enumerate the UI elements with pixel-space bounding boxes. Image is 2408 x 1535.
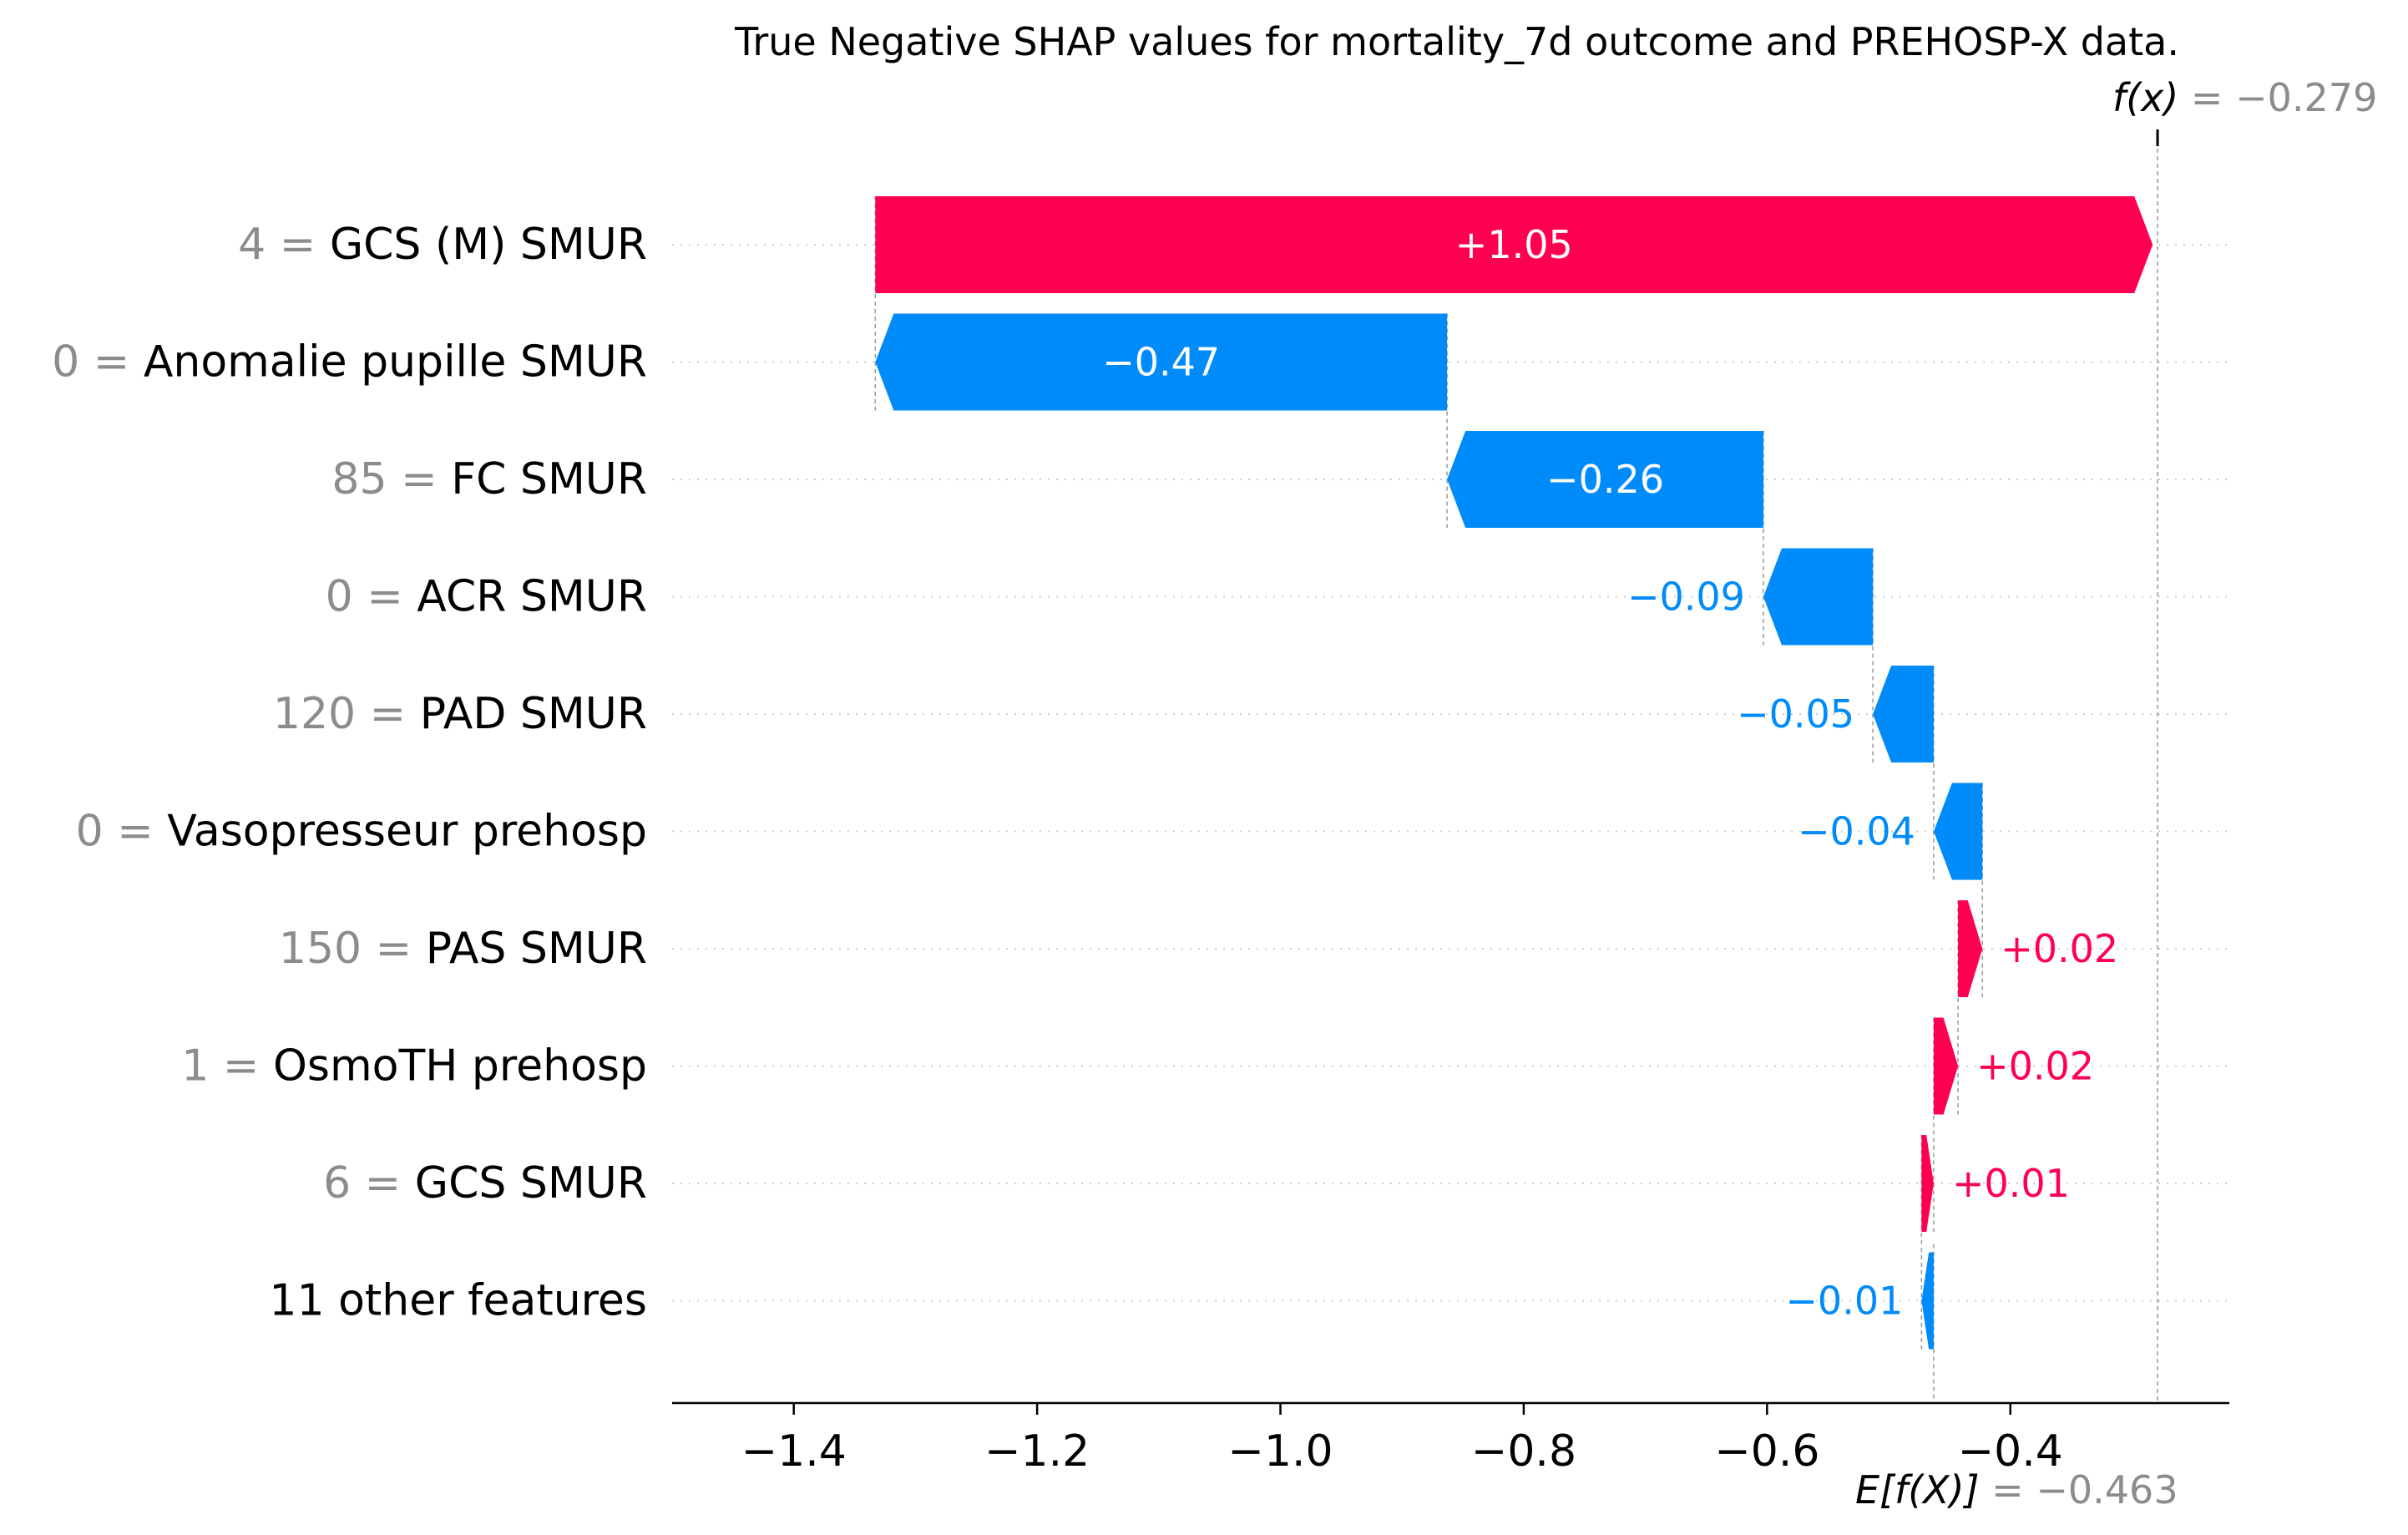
feature-name: GCS (M) SMUR (330, 220, 647, 270)
feature-name: 11 other features (269, 1276, 647, 1326)
feature-label: 11 other features (269, 1276, 647, 1326)
feature-label: 150 = PAS SMUR (279, 924, 647, 974)
bar-value-label: +0.01 (1952, 1161, 2070, 1206)
feature-value: 6 = (323, 1158, 415, 1208)
bar-negative (875, 313, 1448, 411)
bar-positive (875, 196, 2153, 293)
bar-value-label: −0.26 (1546, 457, 1664, 502)
base-value-label: E[f(X)] = −0.463 (1855, 1467, 2178, 1512)
x-axis: −1.4 −1.2 −1.0 −0.8 −0.6 −0.4 (672, 1401, 2229, 1477)
feature-name: OsmoTH prehosp (273, 1041, 647, 1092)
base-value-label-expr: E[f(X)] (1855, 1467, 1980, 1512)
base-value-label-value: = −0.463 (1980, 1467, 2178, 1512)
bar-positive (1933, 1017, 1959, 1115)
x-tick-label: −1.4 (741, 1426, 847, 1477)
bar-positive (1921, 1135, 1934, 1232)
bar-value-label: −0.05 (1737, 692, 1854, 737)
x-tick-label: −0.8 (1471, 1426, 1576, 1477)
feature-value: 150 = (279, 924, 426, 974)
feature-name: FC SMUR (451, 454, 647, 504)
feature-label: 6 = GCS SMUR (323, 1158, 647, 1208)
feature-value: 0 = (76, 807, 168, 857)
bars: +1.05 −0.47 −0.26 −0.09 −0.05 −0.04 +0.02 +0.02… (875, 196, 2153, 1350)
bar-value-label: +1.05 (1455, 222, 1573, 267)
feature-name: PAD SMUR (420, 689, 647, 739)
bar-negative (1447, 431, 1763, 528)
feature-name: Anomalie pupille SMUR (144, 337, 647, 388)
feature-label: 1 = OsmoTH prehosp (181, 1041, 647, 1092)
x-tick-label: −1.2 (984, 1426, 1090, 1477)
feature-labels: 4 = GCS (M) SMUR 0 = Anomalie pupille SMU… (52, 220, 647, 1326)
bar-value-label: +0.02 (2001, 926, 2118, 971)
feature-name: ACR SMUR (417, 572, 647, 622)
x-tick-label: −0.6 (1714, 1426, 1819, 1477)
feature-value: 1 = (181, 1041, 273, 1092)
feature-label: 120 = PAD SMUR (273, 689, 647, 739)
bar-value-label: −0.09 (1627, 575, 1745, 620)
bar-positive (1958, 900, 1983, 997)
chart-title: True Negative SHAP values for mortality_… (734, 19, 2179, 64)
feature-label: 0 = Vasopresseur prehosp (76, 807, 647, 857)
bar-negative (1921, 1252, 1934, 1350)
feature-label: 4 = GCS (M) SMUR (238, 220, 647, 270)
feature-name: GCS SMUR (415, 1158, 647, 1208)
feature-value: 4 = (238, 220, 330, 270)
feature-value: 85 = (331, 454, 451, 504)
x-tick-label: −0.4 (1958, 1426, 2063, 1477)
reference-labels: f(x) = −0.279 E[f(X)] = −0.463 (1855, 75, 2377, 1512)
bar-negative (1933, 783, 1983, 880)
bar-negative (1873, 666, 1934, 762)
feature-value: 0 = (52, 337, 144, 388)
feature-label: 0 = Anomalie pupille SMUR (52, 337, 647, 388)
feature-name: Vasopresseur prehosp (167, 807, 647, 857)
output-value-label-value: = −0.279 (2178, 75, 2377, 120)
bar-value-label: −0.01 (1785, 1279, 1903, 1324)
feature-value: 120 = (273, 689, 420, 739)
reference-lines (874, 129, 2159, 1403)
bar-value-label: −0.47 (1102, 340, 1220, 385)
feature-label: 85 = FC SMUR (331, 454, 647, 504)
output-value-label-expr: f(x) (2112, 75, 2178, 120)
feature-label: 0 = ACR SMUR (326, 572, 647, 622)
x-tick-label: −1.0 (1227, 1426, 1333, 1477)
bar-value-label: −0.04 (1798, 809, 1915, 854)
bar-value-label: +0.02 (1976, 1044, 2094, 1089)
feature-name: PAS SMUR (426, 924, 647, 974)
feature-value: 0 = (326, 572, 417, 622)
bar-negative (1763, 548, 1874, 646)
output-value-label: f(x) = −0.279 (2112, 75, 2377, 120)
